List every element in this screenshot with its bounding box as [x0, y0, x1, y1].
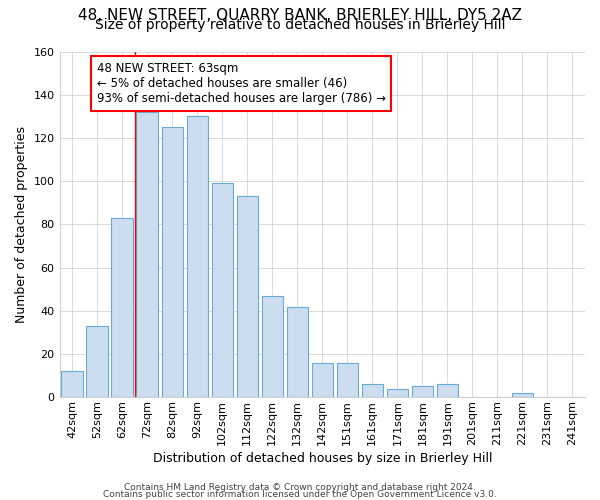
Bar	[287, 306, 308, 398]
X-axis label: Distribution of detached houses by size in Brierley Hill: Distribution of detached houses by size …	[152, 452, 492, 465]
Bar	[86, 326, 108, 398]
Text: 48 NEW STREET: 63sqm
← 5% of detached houses are smaller (46)
93% of semi-detach: 48 NEW STREET: 63sqm ← 5% of detached ho…	[97, 62, 386, 105]
Bar	[236, 196, 258, 398]
Text: Size of property relative to detached houses in Brierley Hill: Size of property relative to detached ho…	[95, 18, 505, 32]
Bar	[412, 386, 433, 398]
Text: 48, NEW STREET, QUARRY BANK, BRIERLEY HILL, DY5 2AZ: 48, NEW STREET, QUARRY BANK, BRIERLEY HI…	[78, 8, 522, 22]
Bar	[387, 388, 408, 398]
Bar	[161, 127, 183, 398]
Text: Contains public sector information licensed under the Open Government Licence v3: Contains public sector information licen…	[103, 490, 497, 499]
Bar	[337, 362, 358, 398]
Bar	[187, 116, 208, 398]
Bar	[262, 296, 283, 398]
Bar	[136, 112, 158, 398]
Bar	[437, 384, 458, 398]
Y-axis label: Number of detached properties: Number of detached properties	[15, 126, 28, 323]
Bar	[512, 393, 533, 398]
Bar	[212, 184, 233, 398]
Bar	[311, 362, 333, 398]
Bar	[61, 372, 83, 398]
Text: Contains HM Land Registry data © Crown copyright and database right 2024.: Contains HM Land Registry data © Crown c…	[124, 484, 476, 492]
Bar	[112, 218, 133, 398]
Bar	[362, 384, 383, 398]
